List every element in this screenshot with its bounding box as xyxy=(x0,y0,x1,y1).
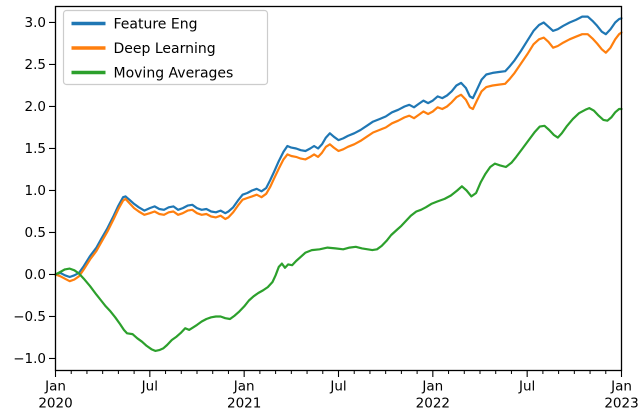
x-tick-label: Jan xyxy=(421,379,443,395)
x-tick-year-label: 2023 xyxy=(604,396,638,412)
x-tick-year-label: 2021 xyxy=(227,396,261,412)
legend-label: Feature Eng xyxy=(114,17,198,33)
y-tick-label: 2.0 xyxy=(25,99,46,115)
y-tick-label: 2.5 xyxy=(25,57,46,73)
x-tick-label: Jul xyxy=(329,379,346,395)
series-line-feature-eng xyxy=(54,15,623,279)
x-tick-label: Jan xyxy=(233,379,255,395)
legend-label: Deep Learning xyxy=(114,41,216,57)
legend: Feature Eng Deep Learning Moving Averages xyxy=(62,9,269,86)
axes-frame xyxy=(54,5,623,372)
legend-label: Moving Averages xyxy=(114,66,234,82)
x-tick-label: Jul xyxy=(518,379,535,395)
y-tick-label: 0.0 xyxy=(25,267,46,283)
x-tick-year-label: 2020 xyxy=(38,396,72,412)
y-axis: 3.0 2.5 2.0 1.5 1.0 0.5 0.0 −0.5 −1.0 xyxy=(13,15,56,367)
y-tick-label: 1.5 xyxy=(25,141,46,157)
y-tick-label: −0.5 xyxy=(13,309,46,325)
y-tick-label: 3.0 xyxy=(25,15,46,31)
y-tick-label: 0.5 xyxy=(25,225,46,241)
axes-spines xyxy=(54,5,623,372)
series-line-deep-learning xyxy=(54,31,623,283)
x-tick-label: Jan xyxy=(610,379,632,395)
series-line-moving-averages xyxy=(54,106,623,352)
series-lines xyxy=(54,15,623,352)
x-tick-year-label: 2022 xyxy=(416,396,450,412)
y-tick-label: 1.0 xyxy=(25,183,46,199)
y-tick-label: −1.0 xyxy=(13,351,46,367)
x-tick-label: Jan xyxy=(44,379,66,395)
x-tick-label: Jul xyxy=(141,379,158,395)
legend-frame xyxy=(62,9,269,86)
